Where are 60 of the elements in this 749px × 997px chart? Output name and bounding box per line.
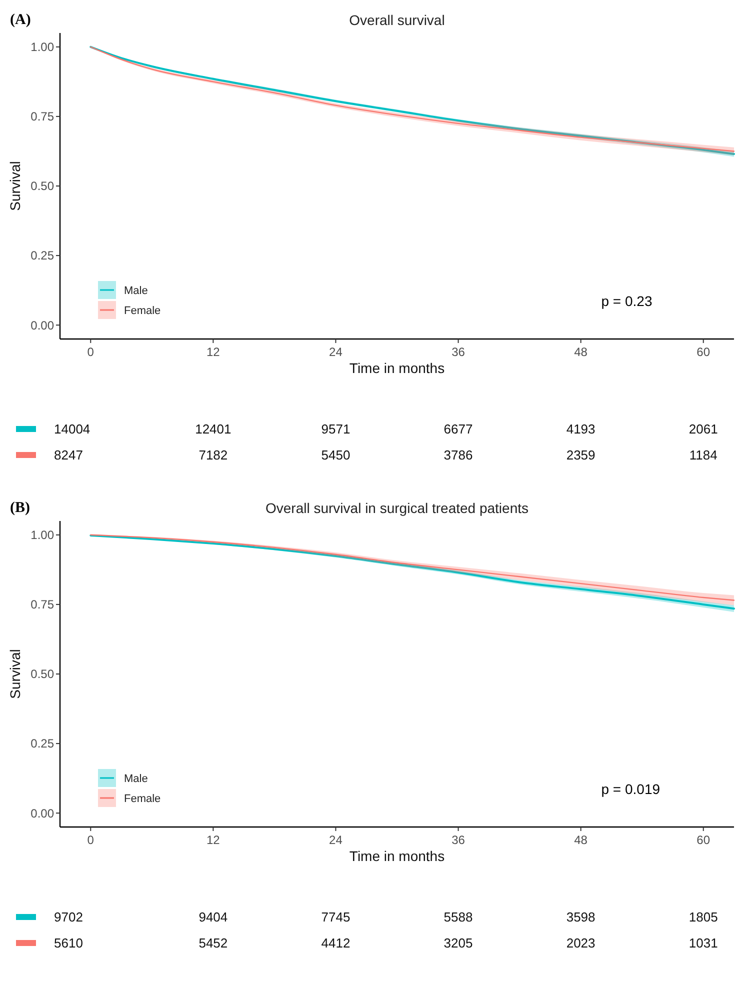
text: 2359: [566, 448, 596, 463]
x-tick-label: 48: [574, 833, 588, 847]
legend-label: Female: [124, 792, 161, 805]
text: 5588: [444, 910, 473, 925]
y-tick-label: 1.00: [30, 528, 54, 542]
x-axis-title: Time in months: [349, 360, 445, 376]
x-tick-label: 12: [206, 345, 220, 359]
y-tick-label: 0.00: [30, 318, 54, 332]
x-tick-label: 0: [87, 833, 94, 847]
y-axis-title: Survival: [7, 649, 23, 699]
x-tick-label: 48: [574, 345, 588, 359]
annotation: p = 0.23: [601, 293, 652, 309]
x-axis-title: Time in months: [349, 848, 445, 864]
text: 3598: [566, 910, 596, 925]
text: 3205: [444, 936, 473, 951]
text: 2061: [688, 422, 718, 437]
text: 9571: [321, 422, 350, 437]
x-tick-label: 60: [696, 345, 710, 359]
x-tick-label: 24: [329, 833, 343, 847]
y-axis-title: Survival: [7, 161, 23, 211]
text: (B): [10, 500, 30, 516]
text: 9702: [54, 910, 83, 925]
legend-label: Male: [124, 284, 148, 297]
text: 5450: [321, 448, 350, 463]
text: 7745: [321, 910, 350, 925]
y-tick-label: 0.25: [30, 736, 54, 751]
text: 12401: [195, 422, 232, 437]
x-tick-label: 0: [87, 345, 94, 359]
text: 7182: [198, 448, 228, 463]
y-tick-label: 0.25: [30, 248, 54, 263]
y-tick-label: 1.00: [30, 40, 54, 54]
text: (A): [10, 12, 31, 28]
y-tick-label: 0.00: [30, 806, 54, 820]
x-tick-label: 36: [452, 833, 466, 847]
text: 8247: [54, 448, 83, 463]
legend-label: Female: [124, 304, 161, 317]
x-tick-label: 60: [696, 833, 710, 847]
text: 1184: [689, 448, 718, 463]
text: 1805: [688, 910, 718, 925]
text: 14004: [54, 422, 90, 437]
text: 3786: [444, 448, 473, 463]
text: 4193: [566, 422, 596, 437]
x-tick-label: 24: [329, 345, 343, 359]
text: 1031: [688, 936, 718, 951]
annotation: p = 0.019: [601, 781, 660, 797]
text: 4412: [321, 936, 350, 951]
y-tick-label: 0.75: [30, 110, 54, 124]
chart-title: Overall survival: [349, 12, 445, 28]
y-tick-label: 0.75: [30, 598, 54, 612]
text: 6677: [444, 422, 473, 437]
x-tick-label: 36: [452, 345, 466, 359]
legend-label: Male: [124, 772, 148, 785]
text: 5452: [198, 936, 228, 951]
text: 2023: [566, 936, 596, 951]
text: 9404: [198, 910, 228, 925]
y-tick-label: 0.50: [30, 179, 54, 194]
chart-title: Overall survival in surgical treated patients: [265, 500, 529, 516]
x-tick-label: 12: [206, 833, 220, 847]
text: 5610: [54, 936, 83, 951]
y-tick-label: 0.50: [30, 667, 54, 682]
